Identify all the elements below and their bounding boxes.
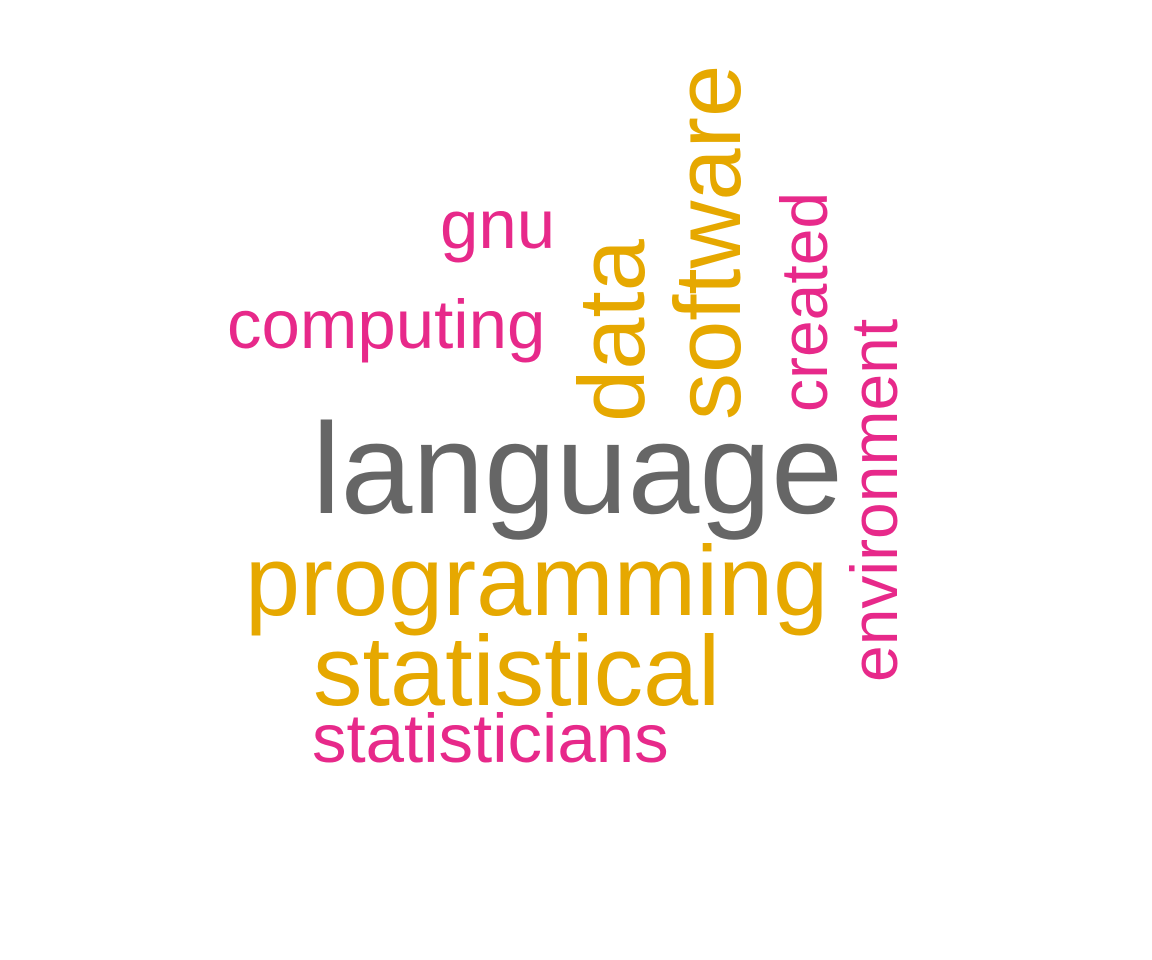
word-statistical: statistical [313, 615, 721, 726]
word-programming: programming [245, 525, 829, 636]
word-data: data [559, 239, 664, 422]
word-statisticians: statisticians [312, 700, 669, 777]
word-created: created [767, 191, 841, 412]
word-environment: environment [837, 318, 911, 682]
word-language: language [312, 397, 843, 541]
word-software: software [655, 64, 760, 420]
word-gnu: gnu [440, 186, 556, 263]
word-computing: computing [227, 286, 546, 363]
